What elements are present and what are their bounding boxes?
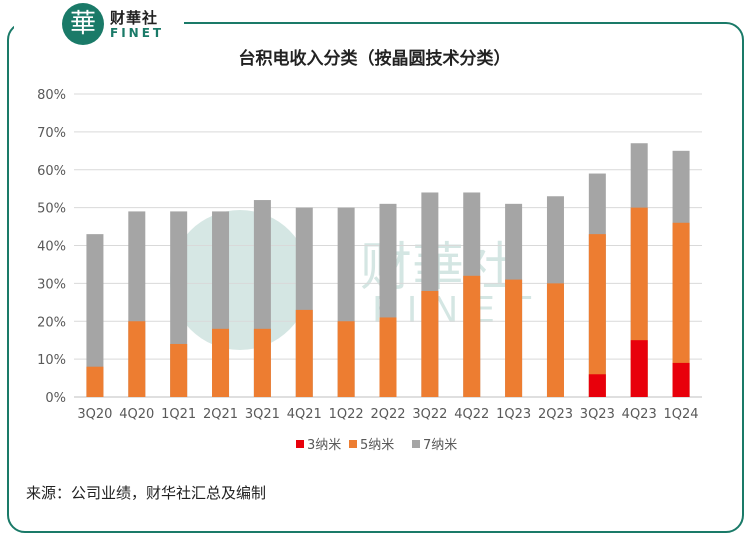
- bar-5纳米-1Q23: [505, 279, 523, 397]
- legend-swatch: [296, 440, 304, 448]
- source-note: 来源：公司业绩，财华社汇总及编制: [26, 484, 267, 502]
- y-tick-label: 40%: [37, 240, 66, 255]
- bar-3纳米-1Q24: [672, 362, 690, 397]
- y-tick-label: 0%: [45, 391, 66, 406]
- chart-title: 台积电收入分类（按晶圆技术分类）: [238, 49, 511, 69]
- bar-5纳米-4Q20: [128, 321, 146, 397]
- x-tick-label: 4Q21: [287, 407, 322, 422]
- bar-5纳米-4Q21: [295, 309, 313, 397]
- bar-3纳米-4Q23: [630, 340, 648, 397]
- bar-5纳米-2Q23: [546, 283, 564, 397]
- brand-logo: 華 财華社 FINET: [14, 0, 184, 50]
- bar-5纳米-3Q22: [421, 290, 439, 397]
- x-tick-label: 1Q23: [496, 407, 531, 422]
- bar-5纳米-2Q21: [212, 328, 230, 397]
- x-tick-label: 1Q22: [329, 407, 364, 422]
- x-tick-label: 4Q22: [454, 407, 489, 422]
- x-tick-label: 1Q24: [664, 407, 699, 422]
- legend-label: 7纳米: [423, 438, 457, 453]
- bar-5纳米-2Q22: [379, 317, 397, 397]
- logo-badge-icon: 華: [62, 3, 104, 45]
- bar-5纳米-1Q21: [170, 343, 188, 397]
- watermark-logo-icon: [170, 210, 310, 350]
- y-tick-label: 30%: [37, 277, 66, 292]
- x-tick-label: 2Q23: [538, 407, 573, 422]
- x-tick-label: 4Q23: [622, 407, 657, 422]
- legend-label: 5纳米: [360, 438, 394, 453]
- x-tick-label: 1Q21: [161, 407, 196, 422]
- bar-5纳米-3Q20: [86, 366, 104, 397]
- logo-name-cn: 财華社: [110, 9, 159, 27]
- y-tick-label: 60%: [37, 164, 66, 179]
- x-tick-label: 3Q23: [580, 407, 615, 422]
- y-tick-label: 50%: [37, 202, 66, 217]
- x-tick-label: 3Q21: [245, 407, 280, 422]
- bar-5纳米-1Q24: [672, 222, 690, 397]
- y-tick-label: 80%: [37, 88, 66, 103]
- x-tick-label: 3Q20: [77, 407, 112, 422]
- x-tick-label: 3Q22: [412, 407, 447, 422]
- y-tick-label: 10%: [37, 353, 66, 368]
- bar-5纳米-3Q21: [253, 328, 271, 397]
- legend-label: 3纳米: [307, 438, 341, 453]
- bar-5纳米-3Q23: [588, 234, 606, 397]
- x-tick-label: 2Q22: [370, 407, 405, 422]
- legend-swatch: [349, 440, 357, 448]
- bar-7纳米-3Q20: [86, 234, 104, 397]
- x-tick-label: 4Q20: [119, 407, 154, 422]
- watermark-en: FINET: [372, 290, 545, 331]
- y-tick-label: 70%: [37, 126, 66, 141]
- x-tick-label: 2Q21: [203, 407, 238, 422]
- bar-3纳米-3Q23: [588, 374, 606, 397]
- legend-swatch: [412, 440, 420, 448]
- bar-5纳米-1Q22: [337, 321, 355, 397]
- y-tick-label: 20%: [37, 315, 66, 330]
- bar-5纳米-4Q22: [463, 275, 481, 397]
- logo-name-en: FINET: [110, 26, 165, 40]
